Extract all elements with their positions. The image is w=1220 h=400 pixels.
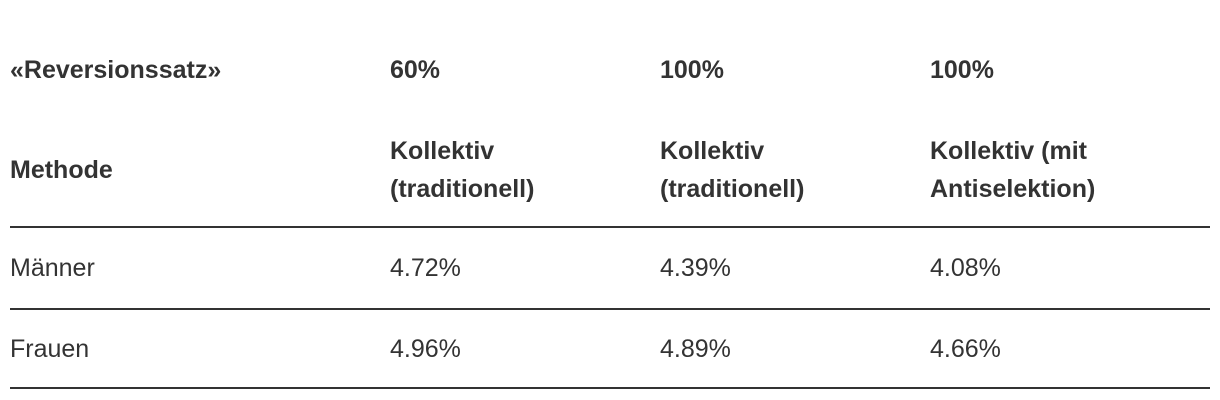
header-cell: 100% [930, 56, 994, 84]
body-cell: 4.89% [660, 334, 731, 363]
method-cell: Kollektiv (traditionell) [660, 137, 805, 203]
header-cell: 100% [660, 56, 724, 84]
body-cell: 4.39% [660, 254, 731, 282]
row-divider [10, 226, 1210, 228]
body-cell: Frauen [10, 334, 90, 363]
body-cell: 4.96% [390, 334, 461, 363]
body-cell: Männer [10, 254, 95, 282]
row-divider [10, 387, 1210, 389]
body-cell: 4.66% [930, 334, 1001, 363]
header-cell: 60% [390, 56, 441, 84]
method-cell: Methode [10, 156, 113, 184]
row-divider [10, 308, 1210, 310]
method-cell: Kollektiv (mit Antiselektion) [930, 137, 1096, 203]
body-cell: 4.72% [390, 254, 461, 282]
header-cell: «Reversionssatz» [10, 56, 222, 84]
body-cell: 4.08% [930, 254, 1001, 282]
method-cell: Kollektiv (traditionell) [390, 137, 535, 203]
